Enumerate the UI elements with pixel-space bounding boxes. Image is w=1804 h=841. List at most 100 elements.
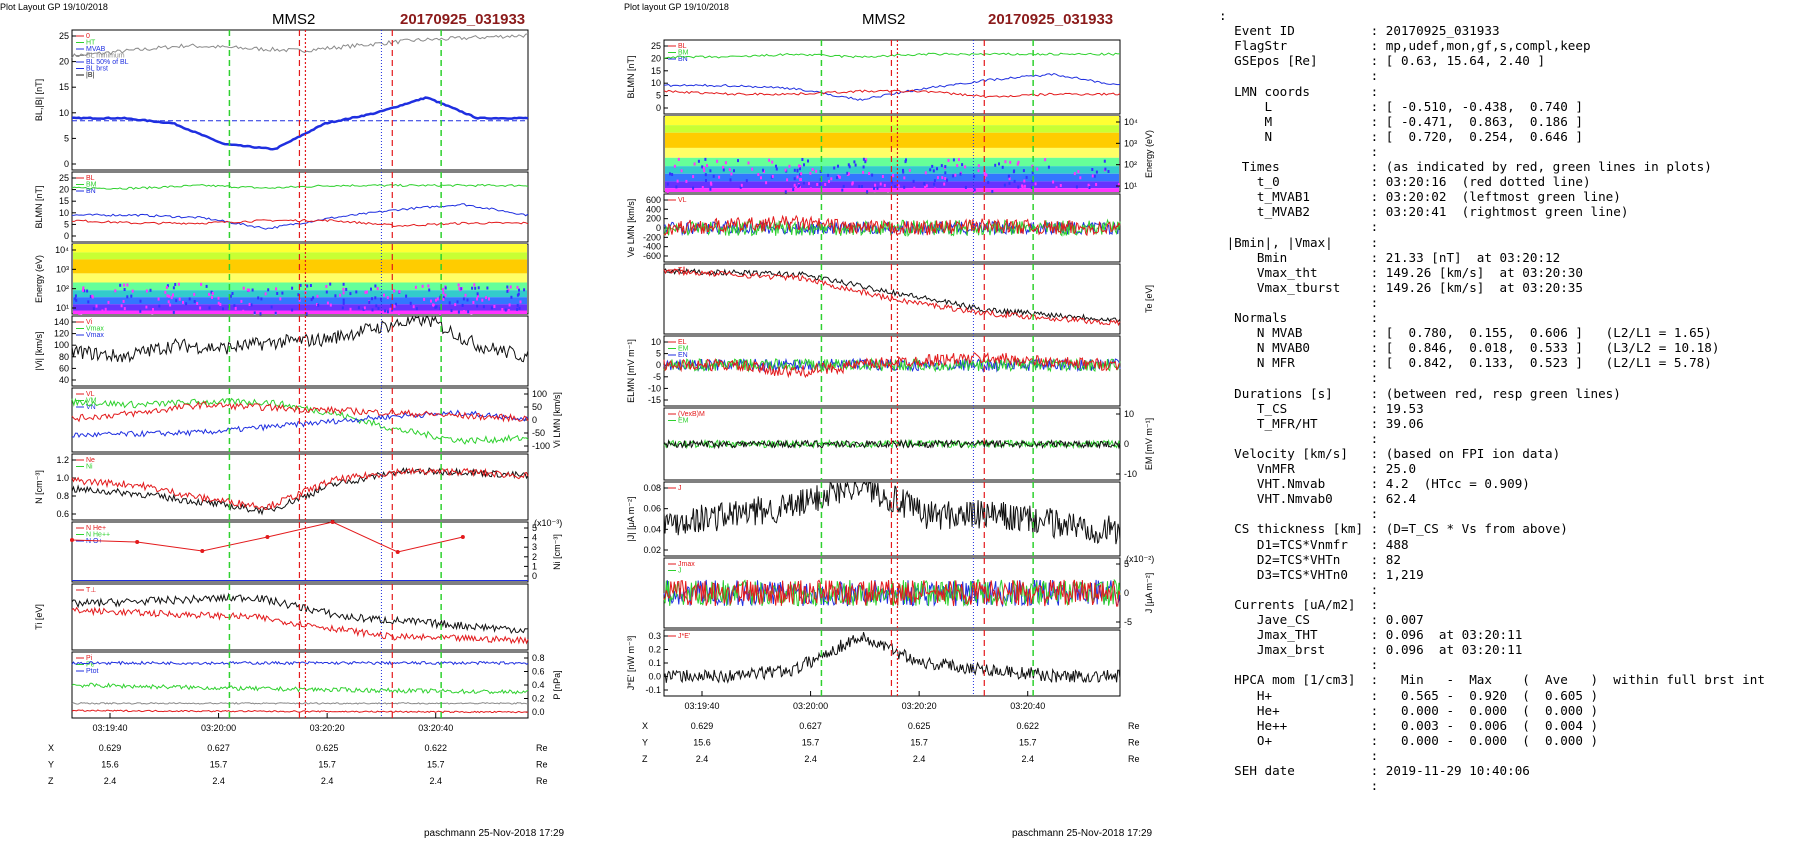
y-tick-label: 20 [651, 53, 661, 63]
spectrogram-speckle [439, 312, 442, 316]
spectrogram-speckle [242, 309, 245, 313]
spectrogram-speckle [80, 311, 83, 315]
legend-entry: 0 [86, 33, 90, 40]
spectrogram-speckle [799, 173, 801, 177]
spectrogram-speckle [339, 293, 342, 297]
spectrogram-speckle [111, 310, 113, 314]
spectrogram-speckle [267, 288, 270, 292]
spectrogram-speckle [92, 307, 95, 311]
y-tick-label: 60 [59, 363, 69, 373]
spectrogram-speckle [819, 182, 822, 186]
y-tick-label: 0.6 [532, 667, 545, 677]
spectrogram-speckle [944, 165, 947, 169]
spectrogram-speckle [126, 295, 129, 299]
panel-2: 10⁴ 10³ 10² 10¹ Energy (eV) [663, 115, 1154, 194]
spectrogram-speckle [274, 311, 277, 315]
spectrogram-speckle [929, 168, 932, 172]
ephem-value: 15.7 [802, 738, 820, 748]
spectrogram-speckle [375, 304, 378, 308]
y-tick-label: 0.3 [648, 631, 661, 641]
spectrogram-speckle [1095, 170, 1098, 174]
spectrogram-speckle [516, 303, 519, 307]
spectrogram-speckle [507, 309, 510, 312]
spectrogram-speckle [149, 288, 152, 292]
series-jl [663, 579, 1121, 607]
spectrogram-speckle [944, 177, 947, 180]
spectrogram-speckle [248, 302, 251, 306]
event-label: 20170925_031933 [400, 11, 525, 28]
spectrogram-speckle [172, 293, 174, 297]
spectrogram-speckle [1022, 169, 1025, 173]
y-axis-label: |J| [μA m⁻²] [626, 496, 636, 541]
ephem-value: 0.627 [207, 743, 230, 753]
legend-entry: T⊥ [86, 587, 96, 594]
spectrogram-speckle [398, 290, 401, 294]
spectrogram-speckle [409, 301, 412, 305]
spectrogram-speckle [435, 298, 437, 302]
spectrogram-speckle [932, 169, 935, 173]
spectrogram-speckle [692, 175, 695, 179]
spectrogram-speckle [936, 176, 939, 180]
spectrogram-speckle [501, 308, 504, 311]
y-tick-label: 600 [646, 195, 661, 205]
spectrogram-speckle [145, 289, 148, 293]
y-tick-label: -15 [648, 395, 661, 405]
legend-entry: Vmax [86, 332, 104, 339]
info-line: : [1219, 747, 1379, 763]
ephem-value: 2.4 [804, 754, 817, 764]
spectrogram-speckle [808, 182, 810, 186]
spectrogram-speckle [476, 292, 479, 296]
spectrogram-speckle [1052, 180, 1055, 184]
spectrogram-speckle [486, 286, 489, 290]
spectrogram-speckle [924, 186, 927, 189]
spectrogram-speckle [799, 167, 801, 171]
spectrogram-band [665, 181, 1119, 189]
spectrogram-speckle [666, 190, 669, 194]
plot-footer: paschmann 25-Nov-2018 17:29 [424, 828, 565, 839]
spectrogram-speckle [442, 291, 445, 295]
spectrogram-speckle [441, 288, 444, 291]
spectrogram-speckle [842, 184, 845, 188]
spectrogram-speckle [939, 188, 942, 192]
spectrogram-speckle [892, 174, 895, 178]
spectrogram-speckle [760, 176, 762, 180]
spectrogram-speckle [961, 163, 964, 167]
y-tick-label: 4 [532, 533, 537, 543]
spectrogram-speckle [139, 309, 142, 313]
y-tick-label: 10 [59, 108, 69, 118]
spectrogram-speckle [952, 158, 955, 162]
spectrogram-speckle [847, 163, 850, 167]
spectrogram-speckle [345, 287, 348, 291]
spectrogram-speckle [941, 176, 944, 180]
y-tick-label: 0 [656, 103, 661, 113]
spectrogram-speckle [796, 168, 799, 172]
spectrogram-speckle [798, 184, 800, 188]
info-line: HPCA mom [1/cm3] : Min - Max ( Ave ) wit… [1219, 672, 1765, 688]
spectrogram-speckle [871, 173, 874, 177]
legend-entry: BL 50% of BL [86, 59, 129, 66]
plot-header: Plot Layout GP 19/10/2018 [0, 2, 108, 12]
spectrogram-speckle [260, 297, 263, 301]
spectrogram-speckle [847, 172, 850, 176]
y-axis-label: Te [eV] [1144, 285, 1154, 313]
info-line: N MVAB0 : [ 0.846, 0.018, 0.533 ] (L3/L2… [1219, 340, 1720, 356]
y-axis-label: Ni [cm⁻³] [552, 534, 562, 570]
spectrogram-speckle [462, 297, 465, 301]
spectrogram-speckle [998, 162, 1000, 166]
y-tick-label: 0.08 [643, 483, 661, 493]
spectrogram-speckle [692, 186, 695, 190]
spectrogram-speckle [1036, 167, 1039, 171]
ephem-value: 15.7 [910, 738, 928, 748]
y-tick-label: 5 [656, 349, 661, 359]
spectrogram-speckle [1107, 170, 1110, 173]
legend-entry: J [678, 568, 682, 575]
spectrogram-speckle [1016, 162, 1019, 166]
spectrogram-speckle [434, 305, 437, 309]
spectrogram-speckle [165, 286, 168, 289]
spectrogram-speckle [435, 305, 438, 309]
y-tick-label: 0.0 [532, 707, 545, 717]
y-tick-label: 0 [1124, 439, 1129, 449]
spectrogram-speckle [193, 300, 196, 303]
